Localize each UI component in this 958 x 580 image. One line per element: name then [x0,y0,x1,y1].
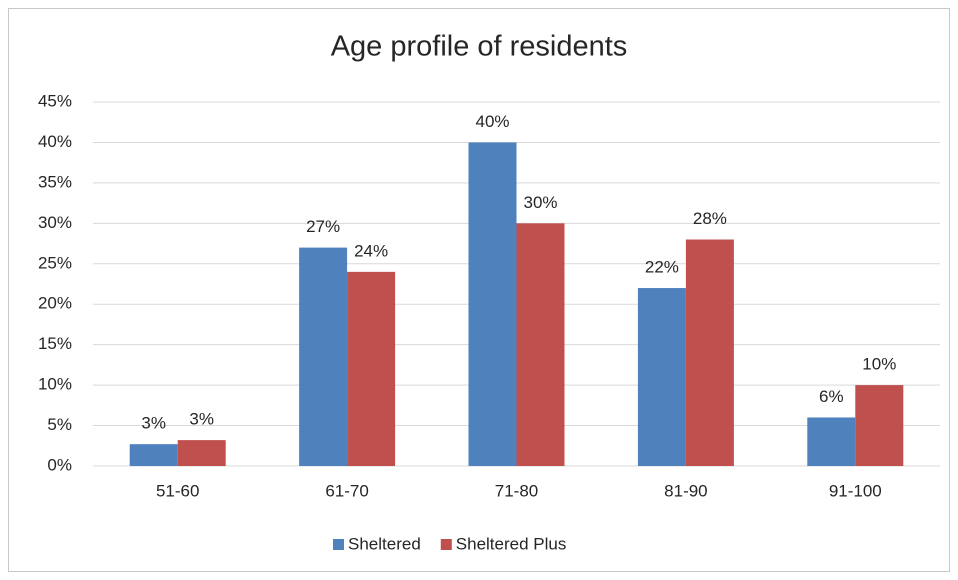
bar [637,288,686,466]
chart-title: Age profile of residents [331,31,628,63]
data-label: 22% [645,258,679,277]
bar [685,239,734,466]
y-tick-label: 35% [38,172,72,191]
bar [807,417,856,466]
y-tick-label: 45% [38,91,72,110]
bar [347,271,396,466]
y-tick-label: 15% [38,334,72,353]
x-tick-label: 81-90 [664,481,707,500]
y-tick-label: 10% [38,375,72,394]
bar [855,385,904,466]
x-tick-label: 51-60 [156,481,199,500]
data-label: 28% [693,209,727,228]
data-label: 3% [141,414,166,433]
bar [177,440,226,466]
bar [516,223,565,466]
y-tick-label: 20% [38,294,72,313]
y-tick-label: 40% [38,132,72,151]
data-label: 24% [354,241,388,260]
legend-label: Sheltered Plus [456,534,567,553]
data-label: 30% [523,193,557,212]
bar [468,142,517,466]
legend-swatch [333,539,344,550]
data-label: 40% [475,112,509,131]
legend-swatch [440,539,452,550]
y-tick-label: 0% [47,455,72,474]
y-tick-label: 25% [38,253,72,272]
x-tick-label: 91-100 [829,481,882,500]
bar [129,444,178,466]
data-label: 3% [189,410,214,429]
y-tick-label: 5% [47,415,72,434]
legend-label: Sheltered [348,534,421,553]
x-tick-label: 61-70 [325,481,368,500]
x-tick-label: 71-80 [495,481,538,500]
data-label: 27% [306,217,340,236]
bar [299,247,348,466]
data-label: 10% [862,355,896,374]
data-label: 6% [819,387,844,406]
y-tick-label: 30% [38,213,72,232]
